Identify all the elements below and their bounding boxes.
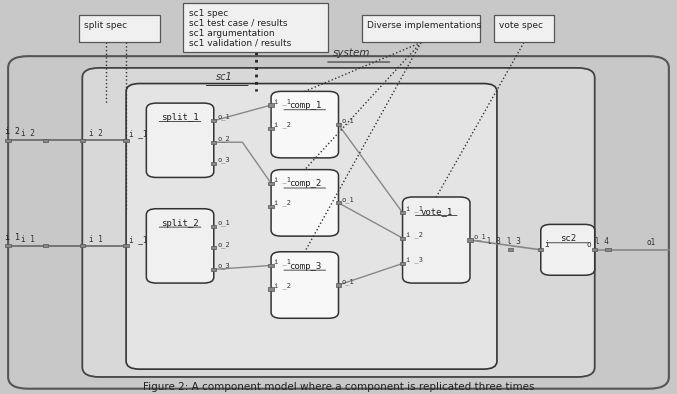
Text: system: system xyxy=(333,48,371,58)
Text: o_1: o_1 xyxy=(473,233,486,240)
Text: sc1 test case / results: sc1 test case / results xyxy=(189,19,287,28)
Text: vote_1: vote_1 xyxy=(420,207,452,216)
Text: i _1: i _1 xyxy=(129,235,148,244)
Text: i 1: i 1 xyxy=(22,235,35,244)
Bar xyxy=(400,211,406,214)
Text: i 2: i 2 xyxy=(5,127,20,136)
Text: i _2: i _2 xyxy=(406,231,423,238)
Bar xyxy=(268,264,274,267)
Text: o_1: o_1 xyxy=(342,196,355,203)
FancyBboxPatch shape xyxy=(362,15,480,43)
Bar xyxy=(268,127,274,130)
FancyBboxPatch shape xyxy=(146,103,214,177)
FancyBboxPatch shape xyxy=(79,15,160,43)
FancyBboxPatch shape xyxy=(403,197,470,283)
Bar xyxy=(592,248,597,251)
Text: Figure 2: A component model where a component is replicated three times: Figure 2: A component model where a comp… xyxy=(143,382,534,392)
Text: Diverse implementations: Diverse implementations xyxy=(368,21,481,30)
Text: o_1: o_1 xyxy=(217,114,230,121)
Text: split_1: split_1 xyxy=(161,113,199,122)
Text: l 3: l 3 xyxy=(487,237,500,246)
Text: i 1: i 1 xyxy=(89,235,103,244)
Text: i 2: i 2 xyxy=(22,129,35,138)
Text: l 3: l 3 xyxy=(507,237,521,246)
FancyBboxPatch shape xyxy=(126,84,497,369)
Bar xyxy=(43,139,48,142)
Bar xyxy=(400,262,406,265)
FancyBboxPatch shape xyxy=(183,3,328,52)
Text: comp_1: comp_1 xyxy=(288,101,321,110)
Text: i _1: i _1 xyxy=(406,206,423,212)
Bar xyxy=(211,119,217,122)
Text: i _1: i _1 xyxy=(274,98,292,105)
Text: comp_3: comp_3 xyxy=(288,262,321,271)
Text: sc1: sc1 xyxy=(215,72,232,82)
Bar xyxy=(123,244,129,247)
Bar xyxy=(211,246,217,249)
Text: split spec: split spec xyxy=(85,21,127,30)
Bar xyxy=(211,268,217,271)
Bar xyxy=(211,225,217,228)
Bar xyxy=(211,141,217,144)
Bar xyxy=(43,244,48,247)
Bar xyxy=(5,244,11,247)
Text: o_2: o_2 xyxy=(217,135,230,142)
Bar xyxy=(268,182,274,185)
FancyBboxPatch shape xyxy=(541,225,594,275)
Text: o_1: o_1 xyxy=(217,219,230,226)
Text: i: i xyxy=(544,240,549,249)
Bar xyxy=(211,162,217,165)
FancyBboxPatch shape xyxy=(494,15,554,43)
Text: i 1: i 1 xyxy=(5,233,20,242)
Text: o_3: o_3 xyxy=(217,262,230,269)
Text: sc2: sc2 xyxy=(560,234,576,243)
Bar xyxy=(336,123,341,126)
Text: sc1 spec: sc1 spec xyxy=(189,9,228,18)
Text: i _2: i _2 xyxy=(274,200,292,206)
Bar xyxy=(268,287,274,290)
Bar xyxy=(5,139,11,142)
Text: i 2: i 2 xyxy=(89,129,103,138)
Bar xyxy=(336,201,341,204)
Bar xyxy=(80,244,85,247)
FancyBboxPatch shape xyxy=(271,252,338,318)
Text: i _2: i _2 xyxy=(274,282,292,289)
FancyBboxPatch shape xyxy=(146,209,214,283)
Bar xyxy=(400,236,406,240)
Text: sc1 validation / results: sc1 validation / results xyxy=(189,39,291,48)
FancyBboxPatch shape xyxy=(271,169,338,236)
Text: o_3: o_3 xyxy=(217,157,230,164)
Bar xyxy=(268,104,274,107)
Bar xyxy=(467,238,473,242)
Text: o_1: o_1 xyxy=(342,278,355,285)
Text: o1: o1 xyxy=(646,238,655,247)
Bar xyxy=(123,139,129,142)
Bar xyxy=(80,139,85,142)
Text: split_2: split_2 xyxy=(161,219,199,227)
Text: i _1: i _1 xyxy=(274,177,292,183)
Text: i _1: i _1 xyxy=(129,129,148,138)
Text: o: o xyxy=(587,240,591,249)
Bar xyxy=(268,205,274,208)
Text: o_1: o_1 xyxy=(342,118,355,125)
Text: comp_2: comp_2 xyxy=(288,179,321,188)
Text: i _3: i _3 xyxy=(406,256,423,263)
FancyBboxPatch shape xyxy=(8,56,669,389)
Text: i _2: i _2 xyxy=(274,122,292,128)
Bar xyxy=(538,248,544,251)
FancyBboxPatch shape xyxy=(271,91,338,158)
Text: vote spec: vote spec xyxy=(499,21,543,30)
FancyBboxPatch shape xyxy=(83,68,594,377)
Bar xyxy=(508,248,513,251)
Bar xyxy=(605,248,611,251)
Text: i _1: i _1 xyxy=(274,258,292,265)
Text: sc1 argumentation: sc1 argumentation xyxy=(189,29,274,38)
Text: o_2: o_2 xyxy=(217,241,230,247)
Bar xyxy=(336,283,341,286)
Text: l 4: l 4 xyxy=(594,237,609,246)
